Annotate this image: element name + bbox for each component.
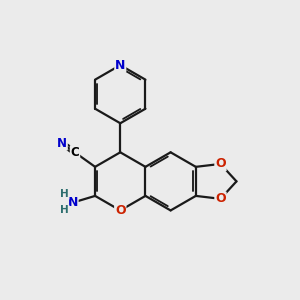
Text: O: O [215,192,226,205]
Text: N: N [115,58,125,72]
Text: H: H [60,206,69,215]
Text: H: H [60,189,69,199]
Text: N: N [57,137,67,150]
Text: O: O [215,158,226,170]
Text: O: O [115,204,126,217]
Text: N: N [68,196,78,209]
Text: C: C [70,146,80,159]
